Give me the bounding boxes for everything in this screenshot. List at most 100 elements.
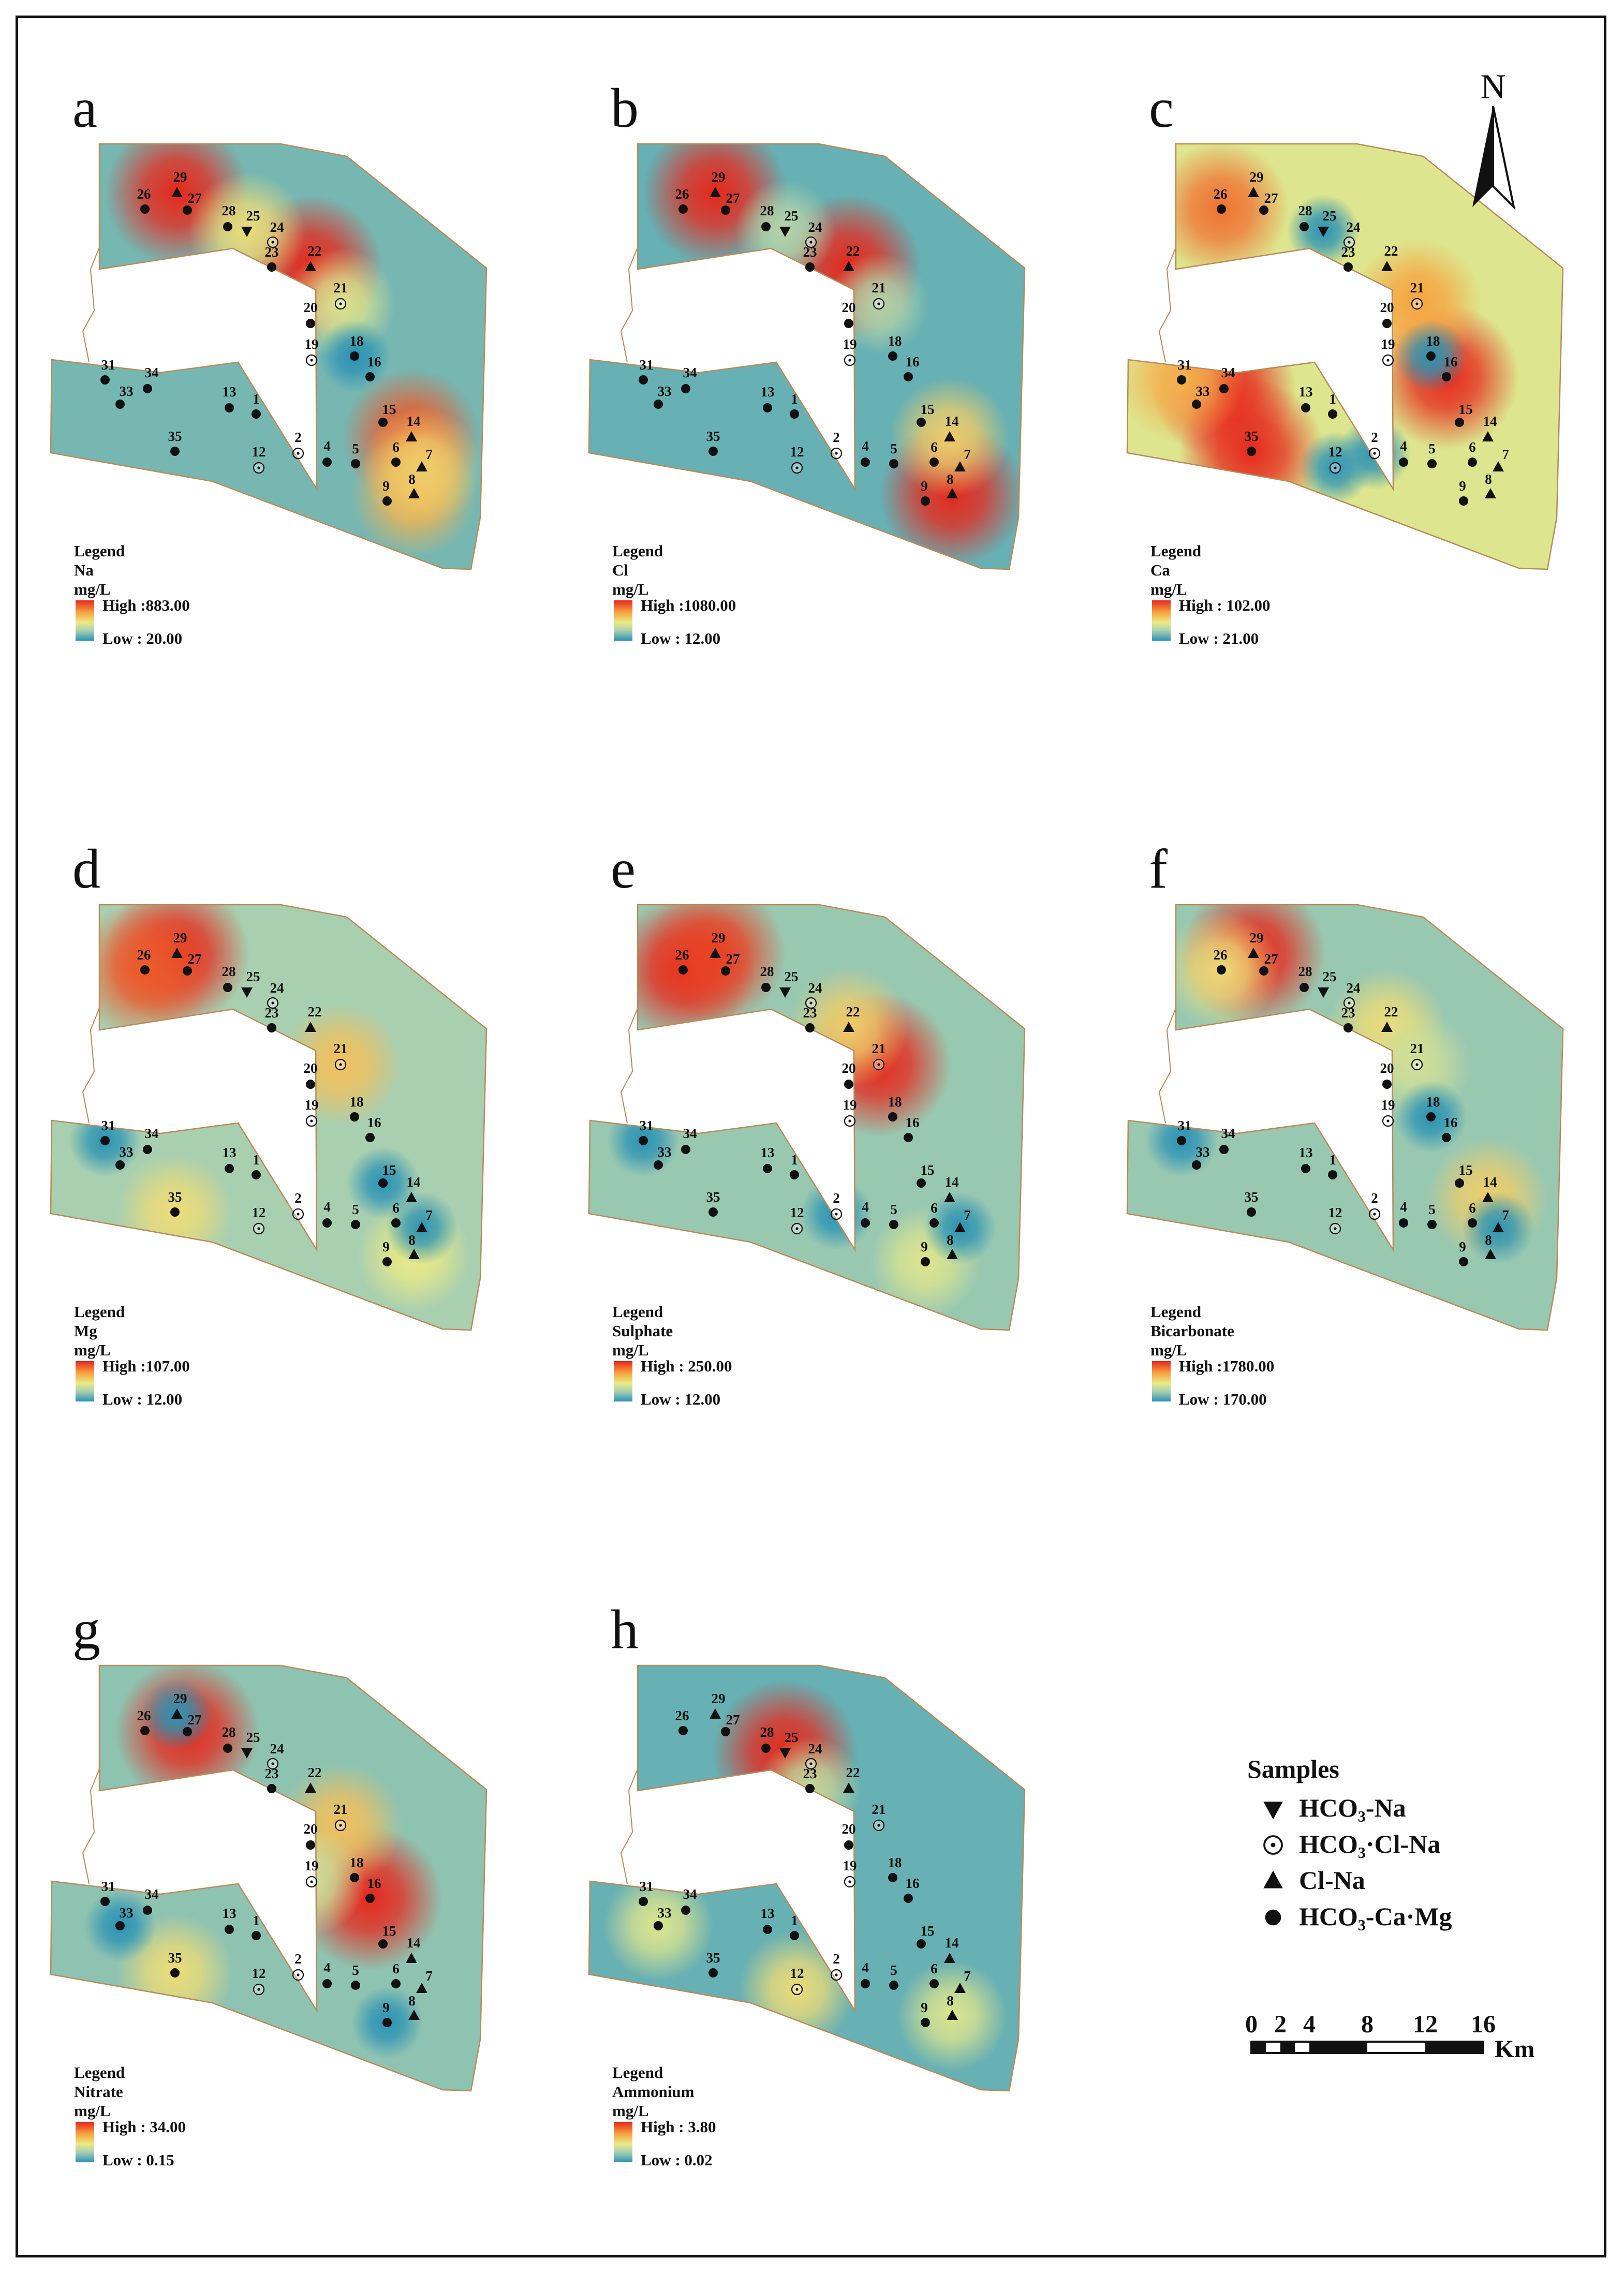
sample-site-12 <box>791 462 803 474</box>
site-label-18: 18 <box>888 333 902 349</box>
site-label-23: 23 <box>265 1766 279 1781</box>
sample-site-1 <box>252 1931 261 1940</box>
site-label-12: 12 <box>252 444 266 460</box>
sample-site-18 <box>350 1112 359 1121</box>
site-label-29: 29 <box>173 1691 187 1706</box>
site-label-1: 1 <box>1329 391 1336 407</box>
site-label-13: 13 <box>1299 1145 1313 1160</box>
sample-site-14 <box>944 431 955 441</box>
legend-high: High :883.00 <box>102 596 190 614</box>
site-label-19: 19 <box>305 1097 319 1113</box>
site-label-14: 14 <box>1483 414 1497 429</box>
sample-site-2 <box>830 447 843 460</box>
site-label-2: 2 <box>1371 430 1378 445</box>
site-label-8: 8 <box>408 1993 416 2009</box>
site-label-33: 33 <box>658 1144 672 1160</box>
sample-site-33 <box>1192 400 1201 409</box>
site-label-35: 35 <box>1245 429 1259 444</box>
sample-site-20 <box>306 1080 315 1089</box>
sample-site-18 <box>888 1112 897 1121</box>
site-label-21: 21 <box>872 1802 886 1817</box>
region-border <box>588 1664 1026 2092</box>
sample-site-29 <box>710 948 721 958</box>
site-label-22: 22 <box>846 243 860 259</box>
site-label-29: 29 <box>712 1691 726 1706</box>
site-label-6: 6 <box>931 1961 938 1976</box>
site-label-28: 28 <box>1298 964 1312 979</box>
site-label-16: 16 <box>1444 354 1458 370</box>
sample-site-28 <box>761 222 771 231</box>
site-label-7: 7 <box>964 1207 971 1223</box>
site-label-15: 15 <box>921 1162 935 1178</box>
scale-label-2: 2 <box>1274 2011 1287 2038</box>
site-label-7: 7 <box>1502 447 1509 462</box>
sample-site-9 <box>382 2018 392 2027</box>
sample-site-31 <box>1177 375 1186 385</box>
sample-site-34 <box>681 384 690 393</box>
sample-site-8 <box>947 1249 958 1259</box>
site-label-8: 8 <box>408 1232 416 1248</box>
boundary-line <box>620 1768 638 1884</box>
sample-site-14 <box>406 431 417 441</box>
sample-site-1 <box>252 1170 261 1179</box>
samples-key-title: Samples <box>1247 1754 1339 1783</box>
scale-label-16: 16 <box>1471 2011 1496 2038</box>
north-label: N <box>1480 67 1505 106</box>
legend-unit: mg/L <box>612 580 649 598</box>
legend-parameter: Ca <box>1150 561 1170 579</box>
key-symbol-tri_down <box>1263 1802 1283 1820</box>
sample-site-16 <box>365 372 375 381</box>
sample-site-22 <box>305 1782 316 1793</box>
sample-site-27 <box>183 1727 192 1736</box>
sample-site-23 <box>805 262 815 272</box>
site-label-6: 6 <box>392 1200 400 1216</box>
site-label-14: 14 <box>1483 1174 1497 1190</box>
sample-site-33 <box>115 1921 125 1930</box>
sample-site-34 <box>143 1906 152 1915</box>
legend-parameter: Cl <box>612 561 628 579</box>
sample-site-15 <box>917 1178 926 1188</box>
region-border <box>588 904 1026 1331</box>
sample-site-1 <box>1328 1170 1337 1179</box>
site-label-6: 6 <box>392 439 400 455</box>
region-border <box>1126 904 1564 1331</box>
sample-site-15 <box>917 1939 926 1949</box>
sample-site-6 <box>1468 1218 1477 1228</box>
site-label-33: 33 <box>658 383 672 399</box>
sample-site-27 <box>1259 966 1268 976</box>
site-label-19: 19 <box>843 336 857 352</box>
legend-title: Legend <box>612 542 663 560</box>
sample-site-29 <box>710 187 721 197</box>
sample-site-26 <box>678 204 688 214</box>
sample-site-29 <box>171 1708 183 1719</box>
scale-segment <box>1251 2042 1266 2053</box>
site-label-1: 1 <box>791 391 798 407</box>
site-label-27: 27 <box>188 190 202 206</box>
sample-site-14 <box>406 1953 417 1963</box>
site-label-34: 34 <box>145 1126 159 1141</box>
site-label-25: 25 <box>785 1730 799 1745</box>
legend-low: Low : 20.00 <box>102 629 182 647</box>
sample-site-1 <box>252 409 261 419</box>
site-label-22: 22 <box>308 243 322 259</box>
sample-site-9 <box>921 2018 930 2027</box>
site-label-12: 12 <box>252 1966 266 1981</box>
legend-unit: mg/L <box>1150 1341 1187 1359</box>
sample-site-7 <box>416 1983 427 1993</box>
legend-unit: mg/L <box>1150 580 1187 598</box>
sample-site-2 <box>292 1969 304 1981</box>
sample-site-24 <box>267 236 279 248</box>
site-label-1: 1 <box>791 1913 798 1928</box>
sample-site-34 <box>143 384 152 393</box>
site-label-22: 22 <box>308 1004 322 1020</box>
boundary-line <box>82 1768 100 1884</box>
sample-site-16 <box>1442 372 1451 381</box>
region-border <box>50 1664 488 2092</box>
legend-high: High :107.00 <box>102 1357 190 1375</box>
sample-site-34 <box>681 1145 690 1154</box>
site-label-29: 29 <box>173 930 187 946</box>
legend-high: High : 102.00 <box>1179 596 1271 614</box>
site-label-24: 24 <box>1347 219 1361 235</box>
sample-site-13 <box>225 1164 234 1173</box>
